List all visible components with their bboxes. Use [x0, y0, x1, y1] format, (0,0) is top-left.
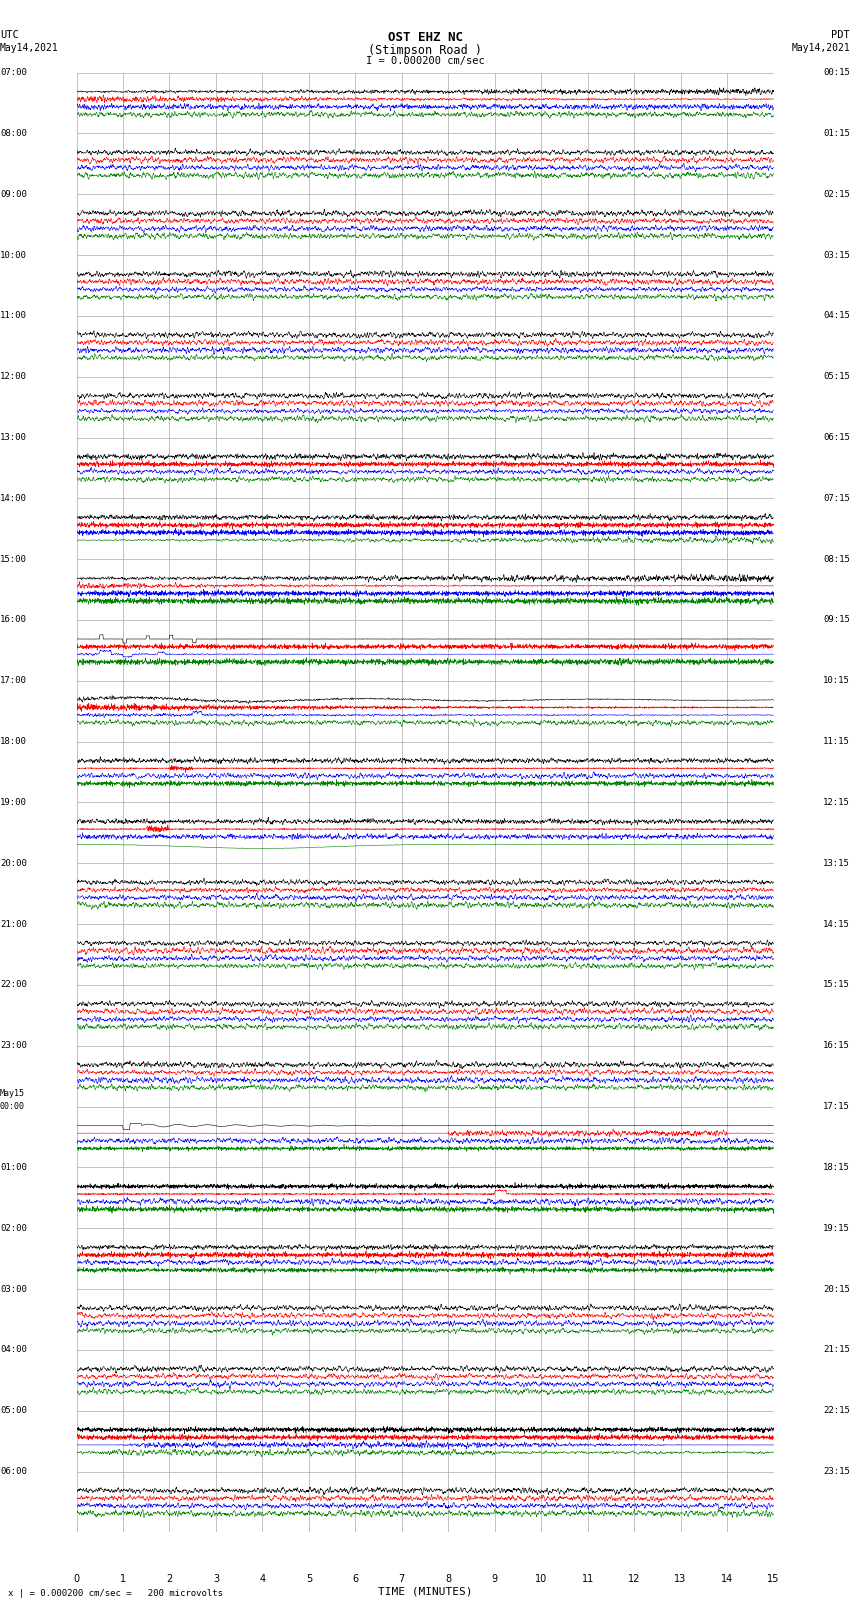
Text: 15:15: 15:15 [823, 981, 850, 989]
Text: 03:00: 03:00 [0, 1284, 27, 1294]
Text: 01:15: 01:15 [823, 129, 850, 137]
Text: 04:15: 04:15 [823, 311, 850, 321]
Text: PDT: PDT [831, 31, 850, 40]
Text: 07:00: 07:00 [0, 68, 27, 77]
Text: 11:15: 11:15 [823, 737, 850, 747]
Text: 14:15: 14:15 [823, 919, 850, 929]
Text: 12:15: 12:15 [823, 798, 850, 806]
Text: 22:15: 22:15 [823, 1407, 850, 1415]
Text: 10:15: 10:15 [823, 676, 850, 686]
Text: 19:00: 19:00 [0, 798, 27, 806]
Text: 06:00: 06:00 [0, 1468, 27, 1476]
Text: 16:15: 16:15 [823, 1042, 850, 1050]
Text: (Stimpson Road ): (Stimpson Road ) [368, 44, 482, 56]
Text: 22:00: 22:00 [0, 981, 27, 989]
Text: 09:15: 09:15 [823, 616, 850, 624]
Text: 17:15: 17:15 [823, 1102, 850, 1111]
Text: 00:15: 00:15 [823, 68, 850, 77]
Text: 02:15: 02:15 [823, 190, 850, 198]
Text: 08:15: 08:15 [823, 555, 850, 563]
Text: 07:15: 07:15 [823, 494, 850, 503]
Text: 16:00: 16:00 [0, 616, 27, 624]
Text: x | = 0.000200 cm/sec =   200 microvolts: x | = 0.000200 cm/sec = 200 microvolts [8, 1589, 224, 1598]
Text: 17:00: 17:00 [0, 676, 27, 686]
Text: 11:00: 11:00 [0, 311, 27, 321]
Text: 12:00: 12:00 [0, 373, 27, 381]
Text: 06:15: 06:15 [823, 432, 850, 442]
Text: 04:00: 04:00 [0, 1345, 27, 1355]
Text: 23:00: 23:00 [0, 1042, 27, 1050]
Text: 09:00: 09:00 [0, 190, 27, 198]
Text: 01:00: 01:00 [0, 1163, 27, 1173]
Text: 13:00: 13:00 [0, 432, 27, 442]
Text: May14,2021: May14,2021 [791, 44, 850, 53]
Text: 02:00: 02:00 [0, 1224, 27, 1232]
Text: 10:00: 10:00 [0, 250, 27, 260]
Text: 21:15: 21:15 [823, 1345, 850, 1355]
Text: 15:00: 15:00 [0, 555, 27, 563]
Text: May14,2021: May14,2021 [0, 44, 59, 53]
Text: 08:00: 08:00 [0, 129, 27, 137]
Text: 23:15: 23:15 [823, 1468, 850, 1476]
Text: 13:15: 13:15 [823, 858, 850, 868]
Text: 03:15: 03:15 [823, 250, 850, 260]
Text: I = 0.000200 cm/sec: I = 0.000200 cm/sec [366, 56, 484, 66]
Text: 00:00: 00:00 [0, 1102, 25, 1111]
X-axis label: TIME (MINUTES): TIME (MINUTES) [377, 1587, 473, 1597]
Text: 05:00: 05:00 [0, 1407, 27, 1415]
Text: 05:15: 05:15 [823, 373, 850, 381]
Text: 21:00: 21:00 [0, 919, 27, 929]
Text: 20:15: 20:15 [823, 1284, 850, 1294]
Text: 18:00: 18:00 [0, 737, 27, 747]
Text: 18:15: 18:15 [823, 1163, 850, 1173]
Text: 20:00: 20:00 [0, 858, 27, 868]
Text: 14:00: 14:00 [0, 494, 27, 503]
Text: OST EHZ NC: OST EHZ NC [388, 31, 462, 44]
Text: May15: May15 [0, 1089, 25, 1098]
Text: UTC: UTC [0, 31, 19, 40]
Text: 19:15: 19:15 [823, 1224, 850, 1232]
